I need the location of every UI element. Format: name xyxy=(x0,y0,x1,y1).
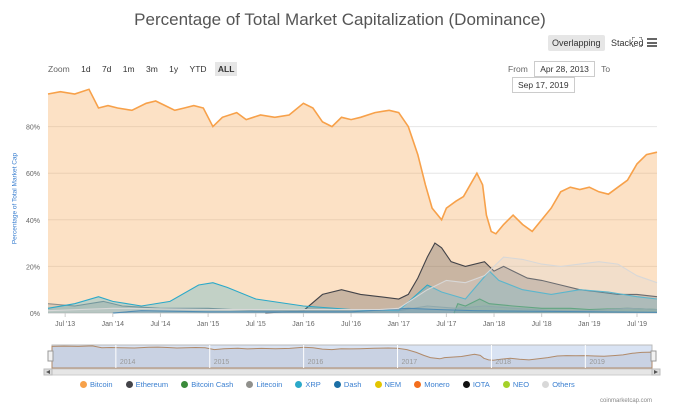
menu-icon[interactable] xyxy=(647,38,657,47)
zoom-1m-button[interactable]: 1m xyxy=(122,64,135,74)
zoom-label: Zoom xyxy=(48,64,70,74)
y-tick-label: 80% xyxy=(26,125,40,132)
legend-others[interactable]: Others xyxy=(542,380,575,389)
series-line-others xyxy=(47,256,658,312)
navigator-year-label: 2017 xyxy=(402,359,418,366)
y-tick-labels: 0% 20% 40% 60% 80% xyxy=(26,125,40,318)
navigator-series xyxy=(51,345,653,369)
zoom-7d-button[interactable]: 7d xyxy=(101,64,112,74)
overlapping-button[interactable]: Overlapping xyxy=(548,35,605,51)
navigator-scrollbar xyxy=(51,368,653,376)
navigator-year-label: 2018 xyxy=(495,359,511,366)
legend-dash[interactable]: Dash xyxy=(333,380,362,389)
legend-marker-icon xyxy=(80,381,87,388)
legend-label: Monero xyxy=(424,380,450,389)
series-line-ethereum xyxy=(265,242,658,314)
legend-bitcoin[interactable]: Bitcoin xyxy=(80,380,113,389)
legend-label: Others xyxy=(552,380,575,389)
series-area-others xyxy=(48,257,657,313)
navigator-left-handle xyxy=(47,350,54,362)
y-tick-label: 40% xyxy=(26,218,40,225)
legend-label: NEM xyxy=(384,380,402,389)
x-tick-label: Jul '16 xyxy=(341,321,361,328)
x-tick-label: Jan '17 xyxy=(388,321,410,328)
navigator-year-label: 2016 xyxy=(308,359,324,366)
zoom-1y-button[interactable]: 1y xyxy=(169,64,179,74)
to-label: To xyxy=(601,64,611,74)
legend-label: Bitcoin xyxy=(90,380,113,389)
scroll-left-icon xyxy=(46,370,50,374)
legend-label: Ethereum xyxy=(135,380,169,389)
source-credit: coinmarketcap.com xyxy=(600,398,653,404)
series-area-ethereum xyxy=(265,243,657,313)
legend-marker-icon xyxy=(181,381,189,388)
legend-litecoin[interactable]: Litecoin xyxy=(246,380,282,389)
x-tick-label: Jan '16 xyxy=(292,321,314,328)
navigator-year-label: 2015 xyxy=(214,359,230,366)
legend-xrp[interactable]: XRP xyxy=(295,380,321,389)
series-line-bitcoin xyxy=(47,88,658,235)
zoom-3m-button[interactable]: 3m xyxy=(145,64,158,74)
x-tick-label: Jan '14 xyxy=(102,321,124,328)
navigator-year-label: 2019 xyxy=(589,359,605,366)
legend-label: IOTA xyxy=(472,380,490,389)
legend-marker-icon xyxy=(542,381,550,388)
legend-neo[interactable]: NEO xyxy=(502,380,530,389)
chart-title: Percentage of Total Market Capitalizatio… xyxy=(134,10,546,29)
zoom-ytd-button[interactable]: YTD xyxy=(189,64,207,74)
x-tick-label: Jul '14 xyxy=(150,321,170,328)
y-tick-label: 20% xyxy=(26,264,40,271)
legend: Bitcoin Ethereum Bitcoin Cash Litecoin X… xyxy=(80,380,586,389)
legend-label: NEO xyxy=(512,380,530,389)
legend-bitcoin-cash[interactable]: Bitcoin Cash xyxy=(181,380,233,389)
date-range: From Apr 28, 2013 To Sep 17, 2019 xyxy=(508,61,680,93)
to-date-input[interactable]: Sep 17, 2019 xyxy=(512,77,575,93)
legend-marker-icon xyxy=(246,381,254,388)
navigator[interactable]: 2014 2015 2016 2017 2018 2019 xyxy=(43,344,661,376)
legend-marker-icon xyxy=(295,381,303,388)
zoom-all-button[interactable]: ALL xyxy=(214,62,238,76)
y-tick-label: 0% xyxy=(30,311,40,318)
legend-label: Dash xyxy=(343,380,362,389)
x-tick-label: Jul '18 xyxy=(532,321,552,328)
zoom-1d-button[interactable]: 1d xyxy=(81,64,91,74)
series-areas xyxy=(47,88,658,314)
y-tick-label: 60% xyxy=(26,171,40,178)
from-label: From xyxy=(508,64,528,74)
legend-marker-icon xyxy=(374,381,382,388)
x-tick-label: Jul '15 xyxy=(246,321,266,328)
x-tick-label: Jul '17 xyxy=(436,321,456,328)
x-tick-label: Jul '19 xyxy=(627,321,647,328)
series-line-bitcoin-cash xyxy=(453,298,658,314)
navigator-right-handle xyxy=(650,350,657,362)
navigator-year-label: 2014 xyxy=(120,359,136,366)
series-area-litecoin xyxy=(48,301,657,313)
x-tick-label: Jan '19 xyxy=(578,321,600,328)
zoom-bar: Zoom 1d 7d 1m 3m 1y YTD ALL xyxy=(48,62,240,76)
legend-ethereum[interactable]: Ethereum xyxy=(125,380,169,389)
legend-marker-icon xyxy=(462,381,470,388)
legend-nem[interactable]: NEM xyxy=(374,380,402,389)
legend-label: Bitcoin Cash xyxy=(191,380,234,389)
x-tick-labels: Jul '13 Jan '14 Jul '14 Jan '15 Jul '15 Jan '… xyxy=(55,313,647,328)
series-area-xrp xyxy=(48,271,657,313)
legend-label: Litecoin xyxy=(256,380,283,389)
series-line-dash xyxy=(112,307,658,314)
legend-marker-icon xyxy=(502,381,510,388)
grid-lines xyxy=(48,126,657,314)
x-tick-label: Jan '18 xyxy=(483,321,505,328)
legend-marker-icon xyxy=(125,381,133,388)
scroll-right-icon xyxy=(654,370,658,374)
legend-label: XRP xyxy=(305,380,321,389)
stacked-button[interactable]: Stacked xyxy=(611,38,644,48)
legend-marker-icon xyxy=(333,381,341,388)
legend-marker-icon xyxy=(414,381,422,388)
x-tick-label: Jan '15 xyxy=(197,321,219,328)
legend-iota[interactable]: IOTA xyxy=(462,380,490,389)
x-tick-label: Jul '13 xyxy=(55,321,75,328)
view-toggle: Overlapping Stacked xyxy=(548,35,648,51)
legend-monero[interactable]: Monero xyxy=(414,380,450,389)
